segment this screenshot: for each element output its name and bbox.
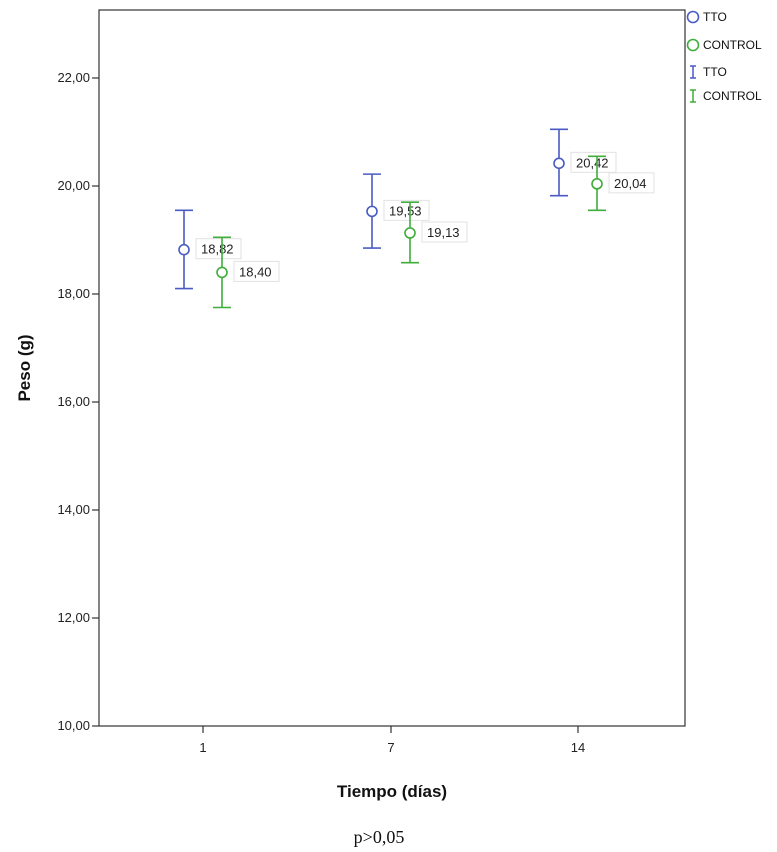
x-tick-label: 14	[571, 740, 585, 755]
x-tick-label: 7	[387, 740, 394, 755]
y-tick-label: 12,00	[57, 610, 90, 625]
legend-label: CONTROL	[703, 89, 762, 103]
x-axis: 1 7 14	[199, 726, 585, 755]
data-point	[216, 266, 228, 279]
value-label-box	[195, 238, 242, 260]
legend-label: TTO	[703, 65, 727, 79]
data-point	[404, 227, 416, 239]
y-tick-label: 22,00	[57, 70, 90, 85]
value-label: 20,42	[576, 155, 609, 170]
legend: TTO CONTROL TTO CONTROL	[686, 10, 762, 103]
legend-marker-circle	[686, 38, 700, 52]
data-point	[178, 243, 190, 256]
x-tick-label: 1	[199, 740, 206, 755]
value-label-box	[233, 260, 280, 282]
y-axis: 10,00 12,00 14,00 16,00 18,00 20,00 22,00	[57, 70, 99, 733]
y-axis-title: Peso (g)	[15, 334, 34, 401]
data-point	[553, 157, 565, 170]
legend-marker-circle	[686, 10, 700, 24]
value-label: 19,13	[427, 225, 460, 240]
y-tick-label: 14,00	[57, 502, 90, 517]
data-point	[366, 205, 378, 218]
data-point-group: 19,13	[401, 201, 468, 264]
legend-label: TTO	[703, 10, 727, 24]
x-axis-title: Tiempo (días)	[337, 782, 447, 801]
data-point	[591, 178, 603, 190]
value-label-box	[570, 151, 617, 173]
value-label-box	[383, 199, 430, 221]
value-label: 19,53	[389, 203, 422, 218]
data-point-group: 20,42	[550, 128, 617, 197]
significance-note: p>0,05	[354, 827, 405, 847]
series-layer: 18,82 19,53 20,42 18,40 19,13 20,04	[175, 128, 655, 309]
y-tick-label: 20,00	[57, 178, 90, 193]
value-label-box	[421, 221, 468, 243]
value-label: 18,82	[201, 242, 234, 257]
legend-label: CONTROL	[703, 38, 762, 52]
y-tick-label: 18,00	[57, 286, 90, 301]
value-label: 18,40	[239, 264, 272, 279]
plot-frame	[98, 9, 686, 727]
data-point-group: 19,53	[363, 173, 430, 249]
data-point-group: 18,82	[175, 209, 242, 290]
data-point-group: 20,04	[588, 155, 655, 212]
value-label: 20,04	[614, 176, 647, 191]
data-point-group: 18,40	[213, 236, 280, 309]
y-tick-label: 10,00	[57, 718, 90, 733]
y-tick-label: 16,00	[57, 394, 90, 409]
value-label-box	[608, 172, 655, 194]
